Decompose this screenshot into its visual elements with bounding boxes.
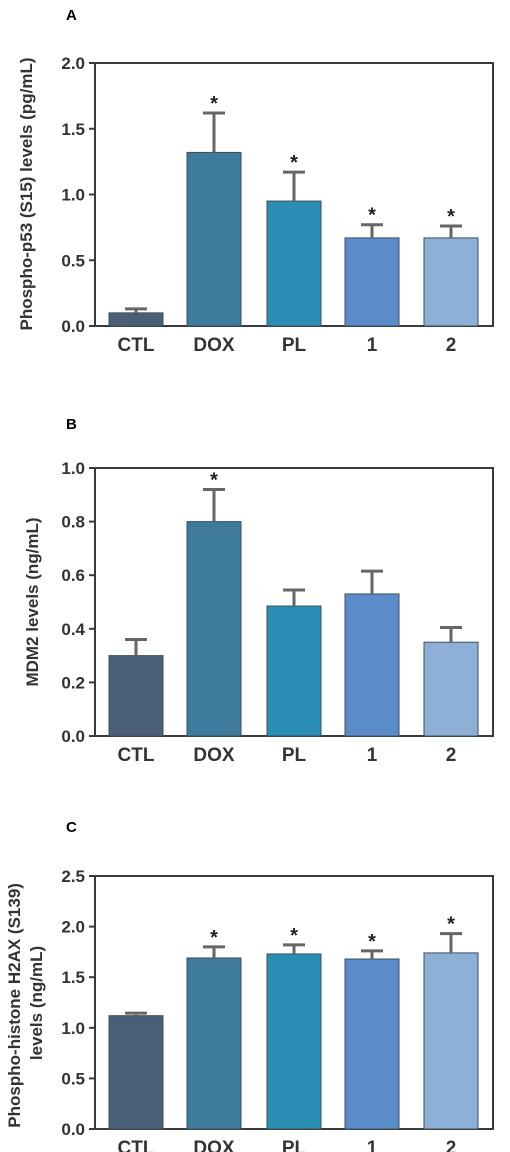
y-tick-label: 1.0: [61, 186, 85, 205]
bar-pl: [266, 953, 322, 1130]
x-category-label: 1: [367, 335, 378, 356]
bar-2: [423, 641, 479, 737]
y-axis-title-line: Phospho-histone H2AX (S139): [5, 883, 24, 1128]
bar-pl: [266, 200, 322, 327]
bars: * * * *: [108, 914, 479, 1130]
bar-ctl: [108, 1015, 164, 1130]
y-tick-label: 0.0: [61, 727, 85, 746]
significance-star: *: [290, 925, 298, 947]
x-category-label: DOX: [193, 335, 235, 356]
bar-dox: [186, 957, 242, 1130]
x-category-label: CTL: [118, 745, 155, 766]
significance-star: *: [210, 469, 218, 491]
x-category-label: 2: [446, 745, 457, 766]
y-axis-title-line: Phospho-p53 (S15) levels (pg/mL): [17, 58, 36, 331]
y-tick-label: 2.0: [61, 54, 85, 73]
y-tick-label: 1.0: [61, 459, 85, 478]
bar-1: [344, 593, 400, 737]
y-axis-ticks: 0.0 0.2 0.4 0.6 0.8 1.0: [61, 459, 95, 746]
panel-letter: B: [66, 416, 77, 433]
y-tick-label: 0.8: [61, 513, 85, 532]
bar-1: [344, 958, 400, 1130]
significance-star: *: [290, 152, 298, 174]
y-tick-label: 0.2: [61, 673, 85, 692]
bar-1: [344, 237, 400, 327]
y-tick-label: 1.5: [61, 968, 85, 987]
y-tick-label: 0.6: [61, 566, 85, 585]
x-category-label: PL: [282, 335, 307, 356]
bars: * * * *: [108, 93, 479, 327]
bar-2: [423, 952, 479, 1130]
panel-letter: A: [66, 7, 77, 24]
y-tick-label: 0.5: [61, 1069, 85, 1088]
y-tick-label: 1.0: [61, 1019, 85, 1038]
y-tick-label: 0.4: [61, 620, 85, 639]
x-axis-labels: CTL DOX PL 1 2: [118, 335, 457, 356]
bars: *: [108, 469, 479, 737]
y-axis-title: Phospho-p53 (S15) levels (pg/mL): [17, 58, 36, 331]
panel-b: B 0.0 0.2 0.4 0.6 0.8 1.0 * CTL DOX PL 1 2 MDM2 l…: [23, 416, 494, 766]
y-axis-title: Phospho-histone H2AX (S139) levels (ng/m…: [5, 878, 46, 1127]
y-axis-title-line: levels (ng/mL): [27, 946, 46, 1060]
y-tick-label: 0.0: [61, 1120, 85, 1139]
bar-ctl: [108, 312, 164, 327]
significance-star: *: [210, 93, 218, 115]
panel-a: A 0.0 0.5 1.0 1.5 2.0 * * * * CTL DOX PL 1 2 Phosph…: [17, 7, 494, 356]
x-axis-labels: CTL DOX PL 1 2: [118, 745, 457, 766]
y-axis-title: MDM2 levels (ng/mL): [23, 517, 42, 686]
x-category-label: 1: [367, 1138, 378, 1152]
y-tick-label: 0.0: [61, 317, 85, 336]
x-category-label: PL: [282, 1138, 307, 1152]
x-category-label: PL: [282, 745, 307, 766]
bar-pl: [266, 605, 322, 737]
y-tick-label: 1.5: [61, 120, 85, 139]
x-axis-labels: CTL DOX PL 1 2: [118, 1138, 457, 1152]
significance-star: *: [210, 927, 218, 949]
x-category-label: 1: [367, 745, 378, 766]
significance-star: *: [447, 914, 455, 936]
significance-star: *: [368, 931, 376, 953]
significance-star: *: [447, 206, 455, 228]
x-category-label: DOX: [193, 1138, 235, 1152]
y-axis-ticks: 0.0 0.5 1.0 1.5 2.0 2.5: [61, 867, 95, 1139]
bar-dox: [186, 151, 242, 327]
x-category-label: 2: [446, 1138, 457, 1152]
x-category-label: DOX: [193, 745, 235, 766]
panel-letter: C: [66, 819, 77, 836]
x-category-label: CTL: [118, 335, 155, 356]
y-axis-title-line: MDM2 levels (ng/mL): [23, 517, 42, 686]
y-tick-label: 0.5: [61, 251, 85, 270]
y-tick-label: 2.5: [61, 867, 85, 886]
y-tick-label: 2.0: [61, 918, 85, 937]
bar-ctl: [108, 655, 164, 737]
x-category-label: 2: [446, 335, 457, 356]
x-category-label: CTL: [118, 1138, 155, 1152]
panel-c: C 0.0 0.5 1.0 1.5 2.0 2.5 * * * * CTL DOX PL 1 2 Pho…: [5, 819, 494, 1152]
y-axis-ticks: 0.0 0.5 1.0 1.5 2.0: [61, 54, 95, 336]
bar-dox: [186, 521, 242, 737]
bar-2: [423, 237, 479, 327]
significance-star: *: [368, 205, 376, 227]
